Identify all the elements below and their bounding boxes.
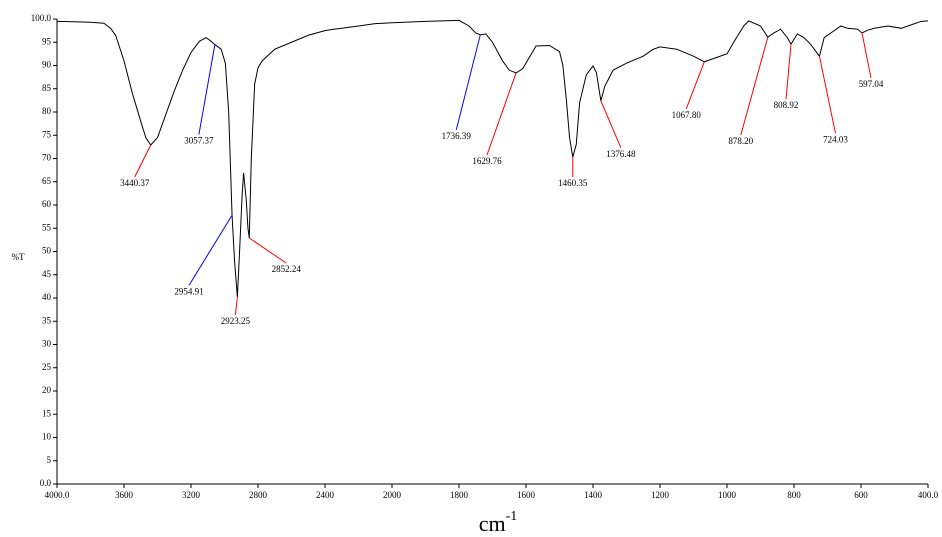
y-tick-label: 5 <box>47 455 52 465</box>
peak-leader <box>685 61 705 109</box>
y-tick-label: 65 <box>42 176 52 186</box>
y-tick-label: 30 <box>42 339 52 349</box>
x-tick-label: 1600 <box>517 490 536 500</box>
peak-leader <box>248 237 287 264</box>
spectrum-line <box>56 19 929 298</box>
x-tick-label: 1800 <box>450 490 469 500</box>
x-tick-label: 400.0 <box>918 490 939 500</box>
peak-label: 3057.37 <box>184 136 214 146</box>
y-tick-label: 15 <box>42 408 52 418</box>
peak-leader <box>455 34 481 130</box>
x-tick-label: 1400 <box>584 490 603 500</box>
y-tick-label: 40 <box>42 292 52 302</box>
peak-leader <box>600 100 622 149</box>
peak-label: 1736.39 <box>442 131 472 141</box>
peak-leader <box>234 297 238 316</box>
x-tick-label: 1200 <box>651 490 670 500</box>
y-tick-label: 35 <box>42 315 52 325</box>
peak-label: 1067.80 <box>672 110 702 120</box>
peak-label: 2852.24 <box>272 264 302 274</box>
peak-leader <box>198 44 216 135</box>
peak-label: 1376.48 <box>606 149 636 159</box>
y-tick-label: 20 <box>42 385 52 395</box>
y-tick-label: 45 <box>42 269 52 279</box>
peak-label: 724.03 <box>823 134 848 144</box>
x-tick-label: 2000 <box>383 490 402 500</box>
x-axis-label: cm-1 <box>479 509 518 536</box>
x-axis-label-text: cm <box>479 511 506 536</box>
peak-label: 597.04 <box>859 79 884 89</box>
peak-leader <box>134 144 152 178</box>
y-tick-label: 0.0 <box>40 478 52 488</box>
x-tick-label: 600 <box>854 490 868 500</box>
y-axis-label: %T <box>12 252 25 262</box>
peak-leader <box>740 37 769 136</box>
x-tick-label: 1000 <box>718 490 737 500</box>
y-tick-label: 70 <box>42 153 52 163</box>
peak-label: 2923.25 <box>221 316 251 326</box>
y-tick-label: 100.0 <box>31 13 52 23</box>
peak-label: 878.20 <box>728 136 753 146</box>
x-tick-label: 800 <box>787 490 801 500</box>
x-axis-label-superscript: -1 <box>506 509 518 524</box>
peak-leader <box>861 32 872 79</box>
y-tick-label: 55 <box>42 222 52 232</box>
y-tick-label: 75 <box>42 129 52 139</box>
x-tick-label: 2400 <box>316 490 335 500</box>
peak-label: 1629.76 <box>472 156 502 166</box>
peak-leader <box>785 44 792 100</box>
y-tick-label: 25 <box>42 362 52 372</box>
peak-label: 808.92 <box>774 100 799 110</box>
x-tick-label: 4000.0 <box>45 490 70 500</box>
y-tick-label: 10 <box>42 432 52 442</box>
peak-leader <box>486 72 517 156</box>
y-tick-label: 60 <box>42 199 52 209</box>
peak-leader <box>188 214 233 286</box>
peak-label: 1460.35 <box>558 178 588 188</box>
x-tick-label: 2800 <box>249 490 268 500</box>
y-tick-label: 50 <box>42 246 52 256</box>
y-tick-label: 95 <box>42 36 52 46</box>
peak-label: 3440.37 <box>120 178 150 188</box>
x-tick-label: 3600 <box>115 490 134 500</box>
peak-leader <box>818 56 836 134</box>
y-tick-label: 90 <box>42 60 52 70</box>
y-tick-label: 80 <box>42 106 52 116</box>
x-tick-label: 3200 <box>182 490 201 500</box>
y-tick-label: 85 <box>42 83 52 93</box>
peak-label: 2954.91 <box>174 286 203 296</box>
